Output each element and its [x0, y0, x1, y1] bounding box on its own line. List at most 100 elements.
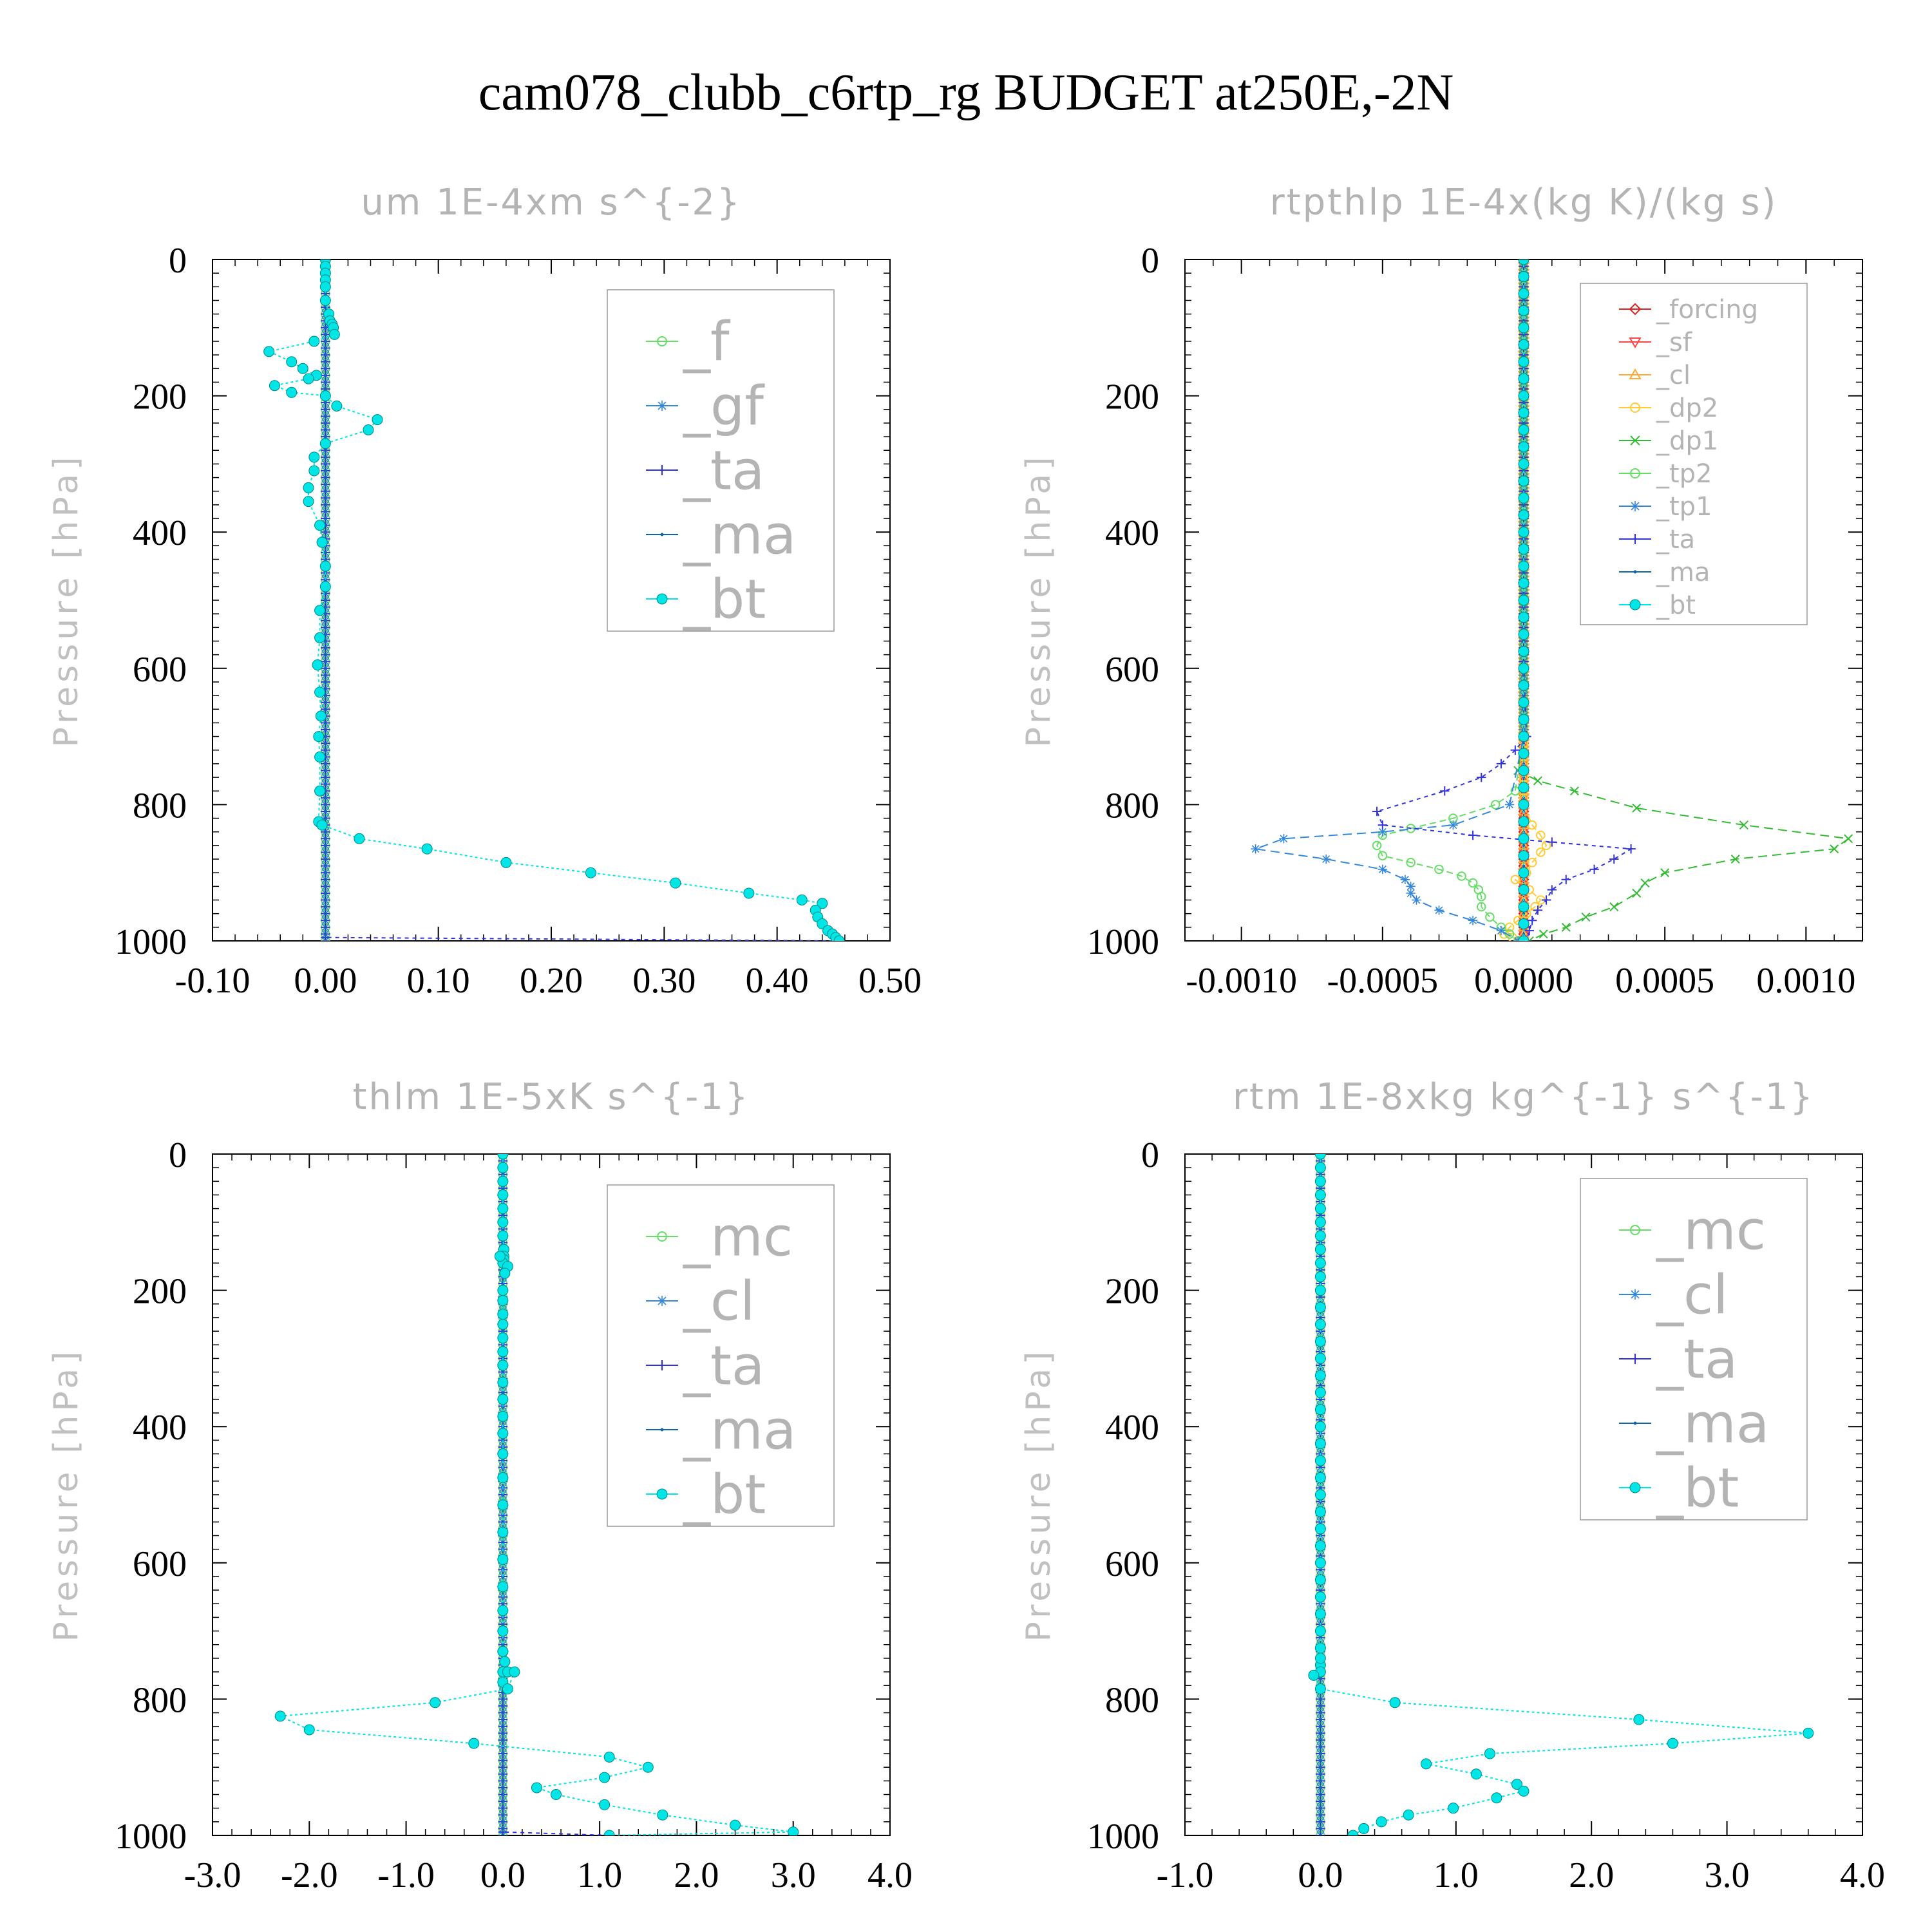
- legend-marker: [657, 336, 667, 346]
- data-point: [497, 1309, 509, 1320]
- data-point: [324, 462, 327, 466]
- data-point: [497, 1285, 509, 1296]
- panel-title: rtm 1E-8xkg kg^{-1} s^{-1}: [1233, 1076, 1815, 1118]
- data-point: [1518, 560, 1530, 572]
- data-point: [1626, 844, 1636, 854]
- series-bt: [263, 260, 845, 941]
- data-point: [501, 1806, 505, 1810]
- data-point: [324, 605, 327, 609]
- data-point: [1844, 834, 1853, 844]
- data-point: [324, 708, 327, 711]
- data-point: [324, 612, 327, 616]
- data-point: [501, 1643, 505, 1647]
- data-point: [324, 680, 327, 684]
- series-ma: [324, 260, 327, 941]
- data-point: [1279, 834, 1289, 844]
- data-point: [1632, 803, 1642, 813]
- data-point: [1518, 390, 1530, 402]
- data-point: [263, 346, 275, 357]
- data-point: [1314, 1336, 1326, 1347]
- data-point: [324, 871, 327, 875]
- data-point: [1434, 864, 1444, 875]
- data-point: [308, 451, 320, 463]
- data-point: [314, 605, 326, 616]
- data-point: [1372, 806, 1382, 817]
- series-tp2: [1372, 260, 1529, 941]
- data-point: [1314, 1591, 1326, 1603]
- x-tick-label: 0.50: [858, 961, 922, 1001]
- data-point: [497, 1217, 509, 1228]
- data-point: [1319, 1698, 1322, 1701]
- data-point: [501, 1513, 505, 1517]
- data-point: [501, 1213, 505, 1217]
- data-point: [1319, 1725, 1322, 1728]
- data-point: [497, 1376, 509, 1388]
- data-point: [319, 438, 331, 450]
- legend-entry: _ta: [1619, 1327, 1738, 1390]
- y-tick-label: 400: [1105, 1408, 1159, 1448]
- data-point: [497, 1230, 509, 1242]
- data-point: [1518, 509, 1530, 521]
- data-point: [1319, 1466, 1322, 1469]
- legend-label: _bt: [1656, 591, 1696, 620]
- y-tick-label: 0: [169, 1135, 187, 1175]
- data-point: [1803, 1727, 1814, 1739]
- data-point: [1319, 1772, 1322, 1776]
- data-point: [328, 328, 340, 340]
- data-point: [324, 701, 327, 704]
- data-point: [1314, 1683, 1326, 1695]
- data-point: [1376, 1816, 1387, 1828]
- y-tick-label: 200: [1105, 1272, 1159, 1312]
- data-point: [1448, 820, 1458, 830]
- data-point: [303, 1724, 315, 1736]
- data-point: [1518, 305, 1530, 316]
- legend-marker: [660, 1428, 664, 1432]
- data-point: [1518, 407, 1530, 419]
- legend-entry: _sf: [1619, 328, 1692, 357]
- x-tick-label: -0.10: [175, 961, 251, 1001]
- data-point: [497, 1410, 509, 1422]
- data-point: [1527, 820, 1537, 830]
- data-point: [497, 1294, 509, 1306]
- data-point: [1319, 1765, 1322, 1769]
- legend-entry: _dp1: [1619, 426, 1718, 456]
- legend-marker: [1629, 368, 1642, 379]
- data-point: [1319, 1745, 1322, 1748]
- data-point: [324, 796, 327, 800]
- data-point: [497, 1625, 509, 1637]
- data-point: [501, 1799, 505, 1803]
- data-point: [1518, 578, 1530, 589]
- data-point: [324, 639, 327, 643]
- x-tick-label: 0.30: [632, 961, 696, 1001]
- data-point: [1491, 1792, 1502, 1804]
- data-point: [501, 1738, 505, 1742]
- data-point: [1522, 503, 1526, 507]
- data-point: [324, 326, 327, 330]
- y-tick-label: 600: [1105, 650, 1159, 690]
- data-point: [1308, 1669, 1320, 1681]
- data-point: [501, 1772, 505, 1776]
- panel-4: rtm 1E-8xkg kg^{-1} s^{-1} Pressure [hPa]…: [1019, 1076, 1885, 1895]
- data-point: [1314, 1271, 1326, 1282]
- data-point: [1518, 544, 1530, 555]
- data-point: [324, 687, 327, 690]
- data-point: [1569, 786, 1579, 796]
- data-point: [324, 353, 327, 357]
- data-point: [324, 898, 327, 902]
- data-point: [1319, 1793, 1322, 1796]
- data-point: [1314, 1285, 1326, 1296]
- data-point: [1378, 864, 1388, 875]
- x-tick-label: -1.0: [1157, 1855, 1214, 1895]
- data-point: [1518, 731, 1530, 743]
- data-point: [324, 632, 327, 636]
- data-point: [1541, 895, 1551, 905]
- data-point: [269, 380, 280, 392]
- data-point: [1518, 260, 1530, 265]
- data-point: [1510, 875, 1520, 885]
- data-point: [501, 1779, 505, 1783]
- series-line: [1376, 260, 1524, 941]
- data-point: [324, 503, 327, 507]
- legend-label: _tp1: [1656, 492, 1712, 522]
- legend-entry: _ma: [1619, 558, 1710, 587]
- legend-marker: [1630, 1354, 1640, 1364]
